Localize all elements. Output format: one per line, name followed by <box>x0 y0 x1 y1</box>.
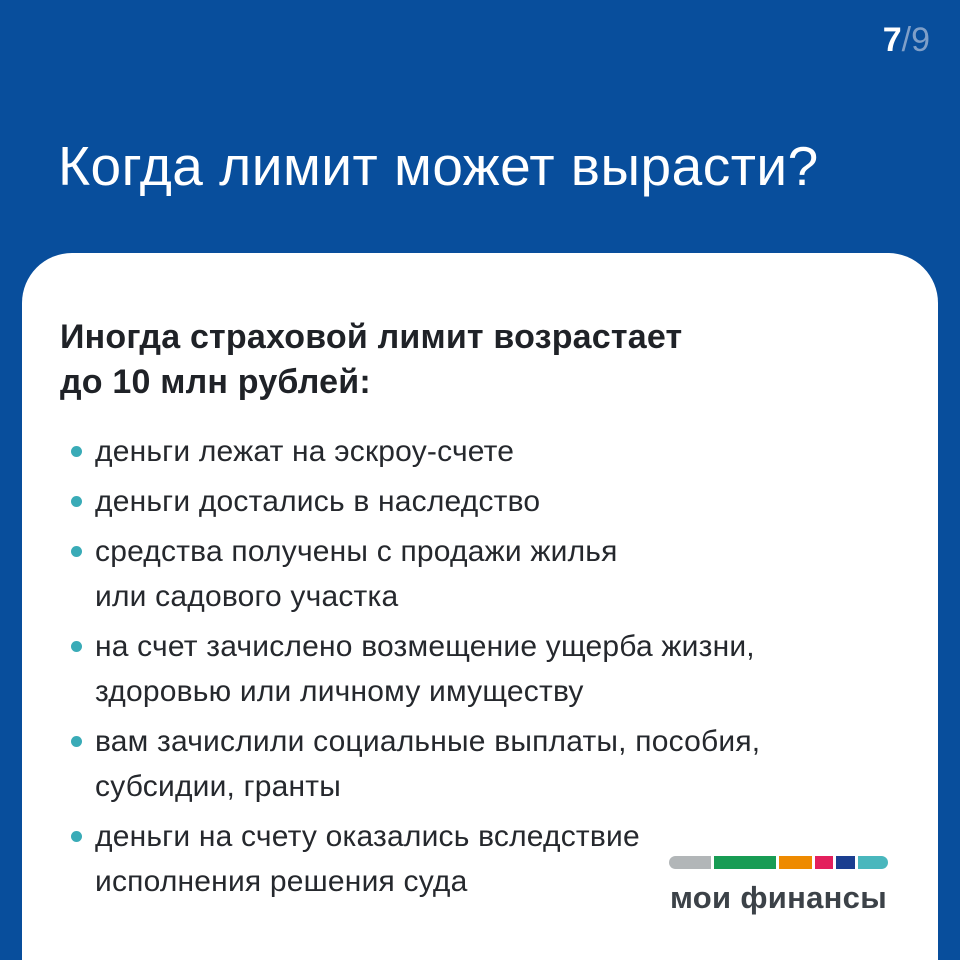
slide-title: Когда лимит может вырасти? <box>58 135 819 197</box>
bullet-list: деньги лежат на эскроу-счете деньги доста… <box>60 429 898 904</box>
bullet-dot-icon <box>71 495 82 507</box>
content-card: Иногда страховой лимит возрастает до 10 … <box>22 253 938 960</box>
page-counter-separator: / <box>901 21 912 59</box>
bullet-line: или садового участка <box>95 579 399 613</box>
card-heading: Иногда страховой лимит возрастает до 10 … <box>60 315 898 405</box>
bullet-line: субсидии, гранты <box>95 769 342 803</box>
logo-stripe-segment-pink <box>815 856 833 869</box>
bullet-line: здоровью или личному имуществу <box>95 674 584 708</box>
bullet-dot-icon <box>71 640 82 652</box>
list-item: на счет зачислено возмещение ущерба жизн… <box>60 624 898 714</box>
logo-stripe-segment-dark-blue <box>836 856 855 869</box>
list-item: деньги на счету оказались вследствие испо… <box>60 814 898 904</box>
logo-text: мои финансы <box>669 880 887 915</box>
bullet-line: на счет зачислено возмещение ущерба жизн… <box>95 629 755 663</box>
list-item: вам зачислили социальные выплаты, пособи… <box>60 719 898 809</box>
bullet-line: средства получены с продажи жилья <box>95 534 618 568</box>
list-item: деньги лежат на эскроу-счете <box>60 429 898 474</box>
logo-stripe <box>669 856 888 869</box>
bullet-line: деньги на счету оказались вследствие <box>95 819 640 853</box>
list-item: деньги достались в наследство <box>60 479 898 524</box>
bullet-dot-icon <box>71 545 82 557</box>
bullet-line: исполнения решения суда <box>95 864 468 898</box>
page-counter: 7/9 <box>882 21 930 59</box>
logo-stripe-segment-orange <box>779 856 812 869</box>
bullet-line: вам зачислили социальные выплаты, пособи… <box>95 724 761 758</box>
page-counter-current: 7 <box>882 21 902 59</box>
page-counter-total: 9 <box>911 21 930 59</box>
logo-stripe-segment-gray <box>669 856 711 869</box>
bullet-dot-icon <box>71 735 82 747</box>
logo-stripe-segment-green <box>714 856 776 869</box>
bullet-dot-icon <box>71 830 82 842</box>
moi-finansy-logo: мои финансы <box>669 856 888 916</box>
bullet-line: деньги достались в наследство <box>95 484 541 518</box>
card-heading-line-2: до 10 млн рублей: <box>60 362 371 401</box>
bullet-line: деньги лежат на эскроу-счете <box>95 434 515 468</box>
list-item: средства получены с продажи жилья или сад… <box>60 529 898 619</box>
bullet-dot-icon <box>71 445 82 457</box>
card-heading-line-1: Иногда страховой лимит возрастает <box>60 318 683 356</box>
logo-stripe-segment-teal <box>858 856 888 869</box>
